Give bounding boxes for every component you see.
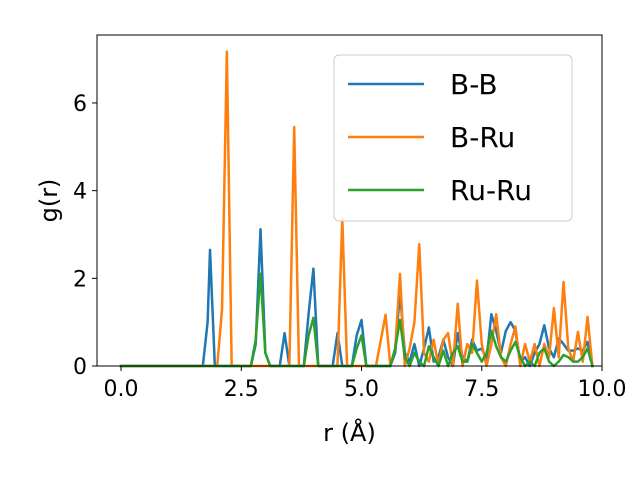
legend-label: B-Ru bbox=[450, 121, 515, 154]
y-tick-label: 6 bbox=[73, 92, 87, 117]
x-tick-label: 5.0 bbox=[344, 377, 379, 402]
x-axis-label: r (Å) bbox=[323, 418, 376, 447]
y-tick-label: 0 bbox=[73, 355, 87, 380]
series-line-b-ru bbox=[119, 50, 594, 368]
legend: B-B B-Ru Ru-Ru bbox=[333, 54, 573, 222]
y-axis-label: g(r) bbox=[35, 179, 63, 223]
x-tick-label: 10.0 bbox=[578, 377, 627, 402]
y-tick-label: 2 bbox=[73, 267, 87, 292]
y-tick-label: 4 bbox=[73, 180, 87, 205]
y-axis: 0 2 4 6 bbox=[73, 92, 97, 380]
series-line-b-b bbox=[119, 227, 594, 368]
legend-label: Ru-Ru bbox=[450, 174, 532, 207]
plot-border bbox=[96, 34, 603, 367]
legend-label: B-B bbox=[450, 68, 498, 101]
x-tick-label: 0.0 bbox=[104, 377, 139, 402]
legend-box bbox=[333, 54, 573, 222]
x-axis: 0.0 2.5 5.0 7.5 10.0 bbox=[104, 366, 627, 402]
x-tick-label: 2.5 bbox=[224, 377, 259, 402]
x-tick-label: 7.5 bbox=[464, 377, 499, 402]
